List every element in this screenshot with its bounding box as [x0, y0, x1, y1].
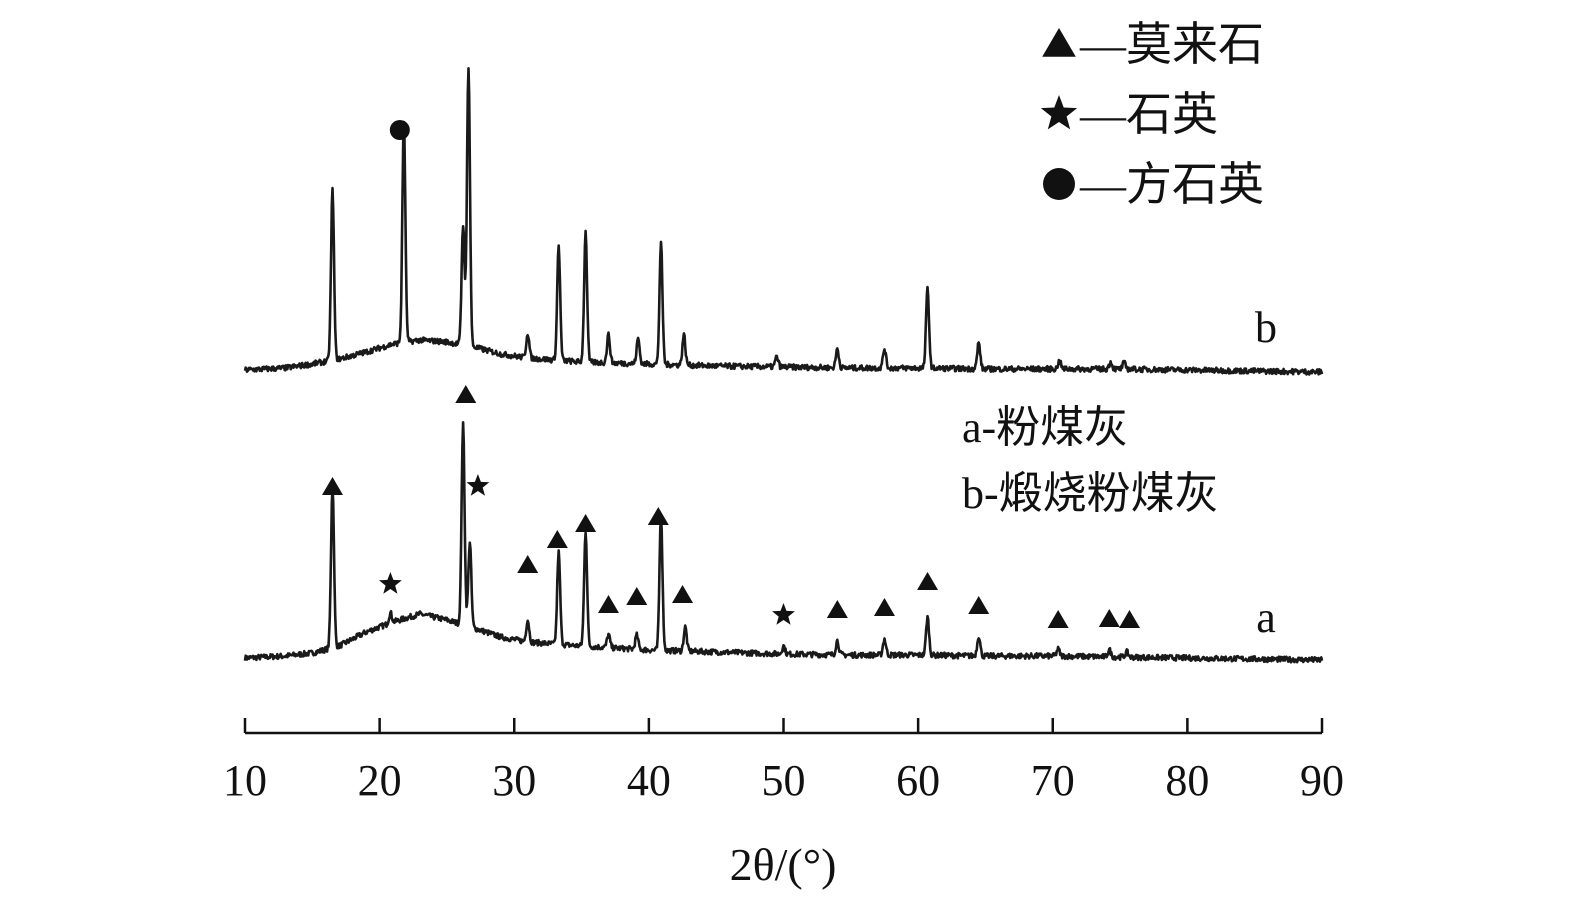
x-tick-label: 50 — [762, 756, 806, 805]
x-tick-label: 80 — [1165, 756, 1209, 805]
mullite-marker — [873, 598, 895, 616]
legend: —莫来石 —石英 —方石英 — [1040, 19, 1264, 210]
mullite-marker — [917, 572, 939, 590]
legend-label: —石英 — [1079, 89, 1218, 140]
quartz-marker — [1040, 95, 1078, 130]
curve-label-b: b — [1255, 303, 1277, 352]
sample-note: a-粉煤灰 — [962, 403, 1128, 452]
x-tick-label: 40 — [627, 756, 671, 805]
mullite-marker — [1118, 610, 1140, 628]
quartz-marker — [379, 572, 402, 594]
sample-note: b-煅烧粉煤灰 — [962, 469, 1219, 518]
diffraction-curves: ab — [243, 67, 1324, 664]
curve-label-a: a — [1256, 593, 1276, 642]
sample-notes: a-粉煤灰 b-煅烧粉煤灰 — [962, 403, 1219, 518]
mullite-marker — [1098, 609, 1120, 627]
phase-markers — [322, 120, 1140, 628]
x-tick-label: 60 — [896, 756, 940, 805]
mullite-marker — [647, 507, 669, 525]
x-tick-label: 90 — [1300, 756, 1344, 805]
mullite-marker — [826, 600, 848, 618]
x-tick-label: 70 — [1031, 756, 1075, 805]
mullite-marker — [672, 585, 694, 603]
mullite-marker — [626, 587, 648, 605]
mullite-marker — [1042, 28, 1076, 57]
mullite-marker — [597, 595, 619, 613]
mullite-marker — [575, 514, 597, 532]
mullite-marker — [546, 530, 568, 548]
mullite-marker — [322, 477, 344, 495]
x-tick-label: 20 — [358, 756, 402, 805]
cristobalite-marker — [1043, 168, 1075, 200]
legend-label: —莫来石 — [1079, 19, 1264, 70]
curve-a — [243, 421, 1324, 664]
quartz-marker — [772, 603, 795, 625]
cristobalite-marker — [389, 120, 410, 140]
mullite-marker — [517, 555, 539, 573]
x-axis: 10 20 30 40 50 60 70 80 90 — [223, 718, 1344, 805]
mullite-marker — [1047, 610, 1069, 628]
quartz-marker — [466, 474, 490, 496]
curve-b — [243, 67, 1324, 376]
legend-label: —方石英 — [1079, 159, 1264, 210]
x-tick-label: 30 — [492, 756, 536, 805]
x-tick-label: 10 — [223, 756, 267, 805]
mullite-marker — [968, 596, 990, 614]
mullite-marker — [455, 385, 477, 403]
x-axis-title: 2θ/(°) — [730, 839, 837, 890]
